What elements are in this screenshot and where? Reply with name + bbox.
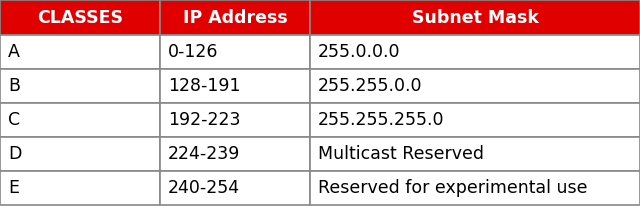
Text: 192-223: 192-223: [168, 111, 241, 129]
Text: Subnet Mask: Subnet Mask: [412, 8, 538, 27]
Text: 255.255.255.0: 255.255.255.0: [318, 111, 445, 129]
Bar: [160, 171, 310, 205]
Text: 240-254: 240-254: [168, 179, 240, 197]
Text: D: D: [8, 145, 21, 163]
Bar: [0, 137, 160, 171]
Bar: [160, 35, 310, 69]
Bar: [160, 137, 310, 171]
Bar: [0, 103, 160, 137]
Text: 255.255.0.0: 255.255.0.0: [318, 77, 422, 95]
Bar: [0, 35, 160, 69]
Text: 128-191: 128-191: [168, 77, 241, 95]
Text: CLASSES: CLASSES: [37, 8, 123, 27]
Text: Reserved for experimental use: Reserved for experimental use: [318, 179, 588, 197]
Bar: [310, 69, 640, 103]
Bar: [310, 137, 640, 171]
Bar: [0, 69, 160, 103]
Text: 0-126: 0-126: [168, 43, 218, 61]
Bar: [160, 0, 310, 35]
Text: C: C: [8, 111, 20, 129]
Text: A: A: [8, 43, 20, 61]
Text: IP Address: IP Address: [182, 8, 287, 27]
Text: B: B: [8, 77, 20, 95]
Bar: [0, 171, 160, 205]
Bar: [0, 0, 160, 35]
Text: 224-239: 224-239: [168, 145, 241, 163]
Text: 255.0.0.0: 255.0.0.0: [318, 43, 401, 61]
Text: E: E: [8, 179, 19, 197]
Bar: [160, 69, 310, 103]
Bar: [160, 103, 310, 137]
Bar: [310, 103, 640, 137]
Bar: [310, 35, 640, 69]
Bar: [310, 171, 640, 205]
Bar: [310, 0, 640, 35]
Text: Multicast Reserved: Multicast Reserved: [318, 145, 484, 163]
